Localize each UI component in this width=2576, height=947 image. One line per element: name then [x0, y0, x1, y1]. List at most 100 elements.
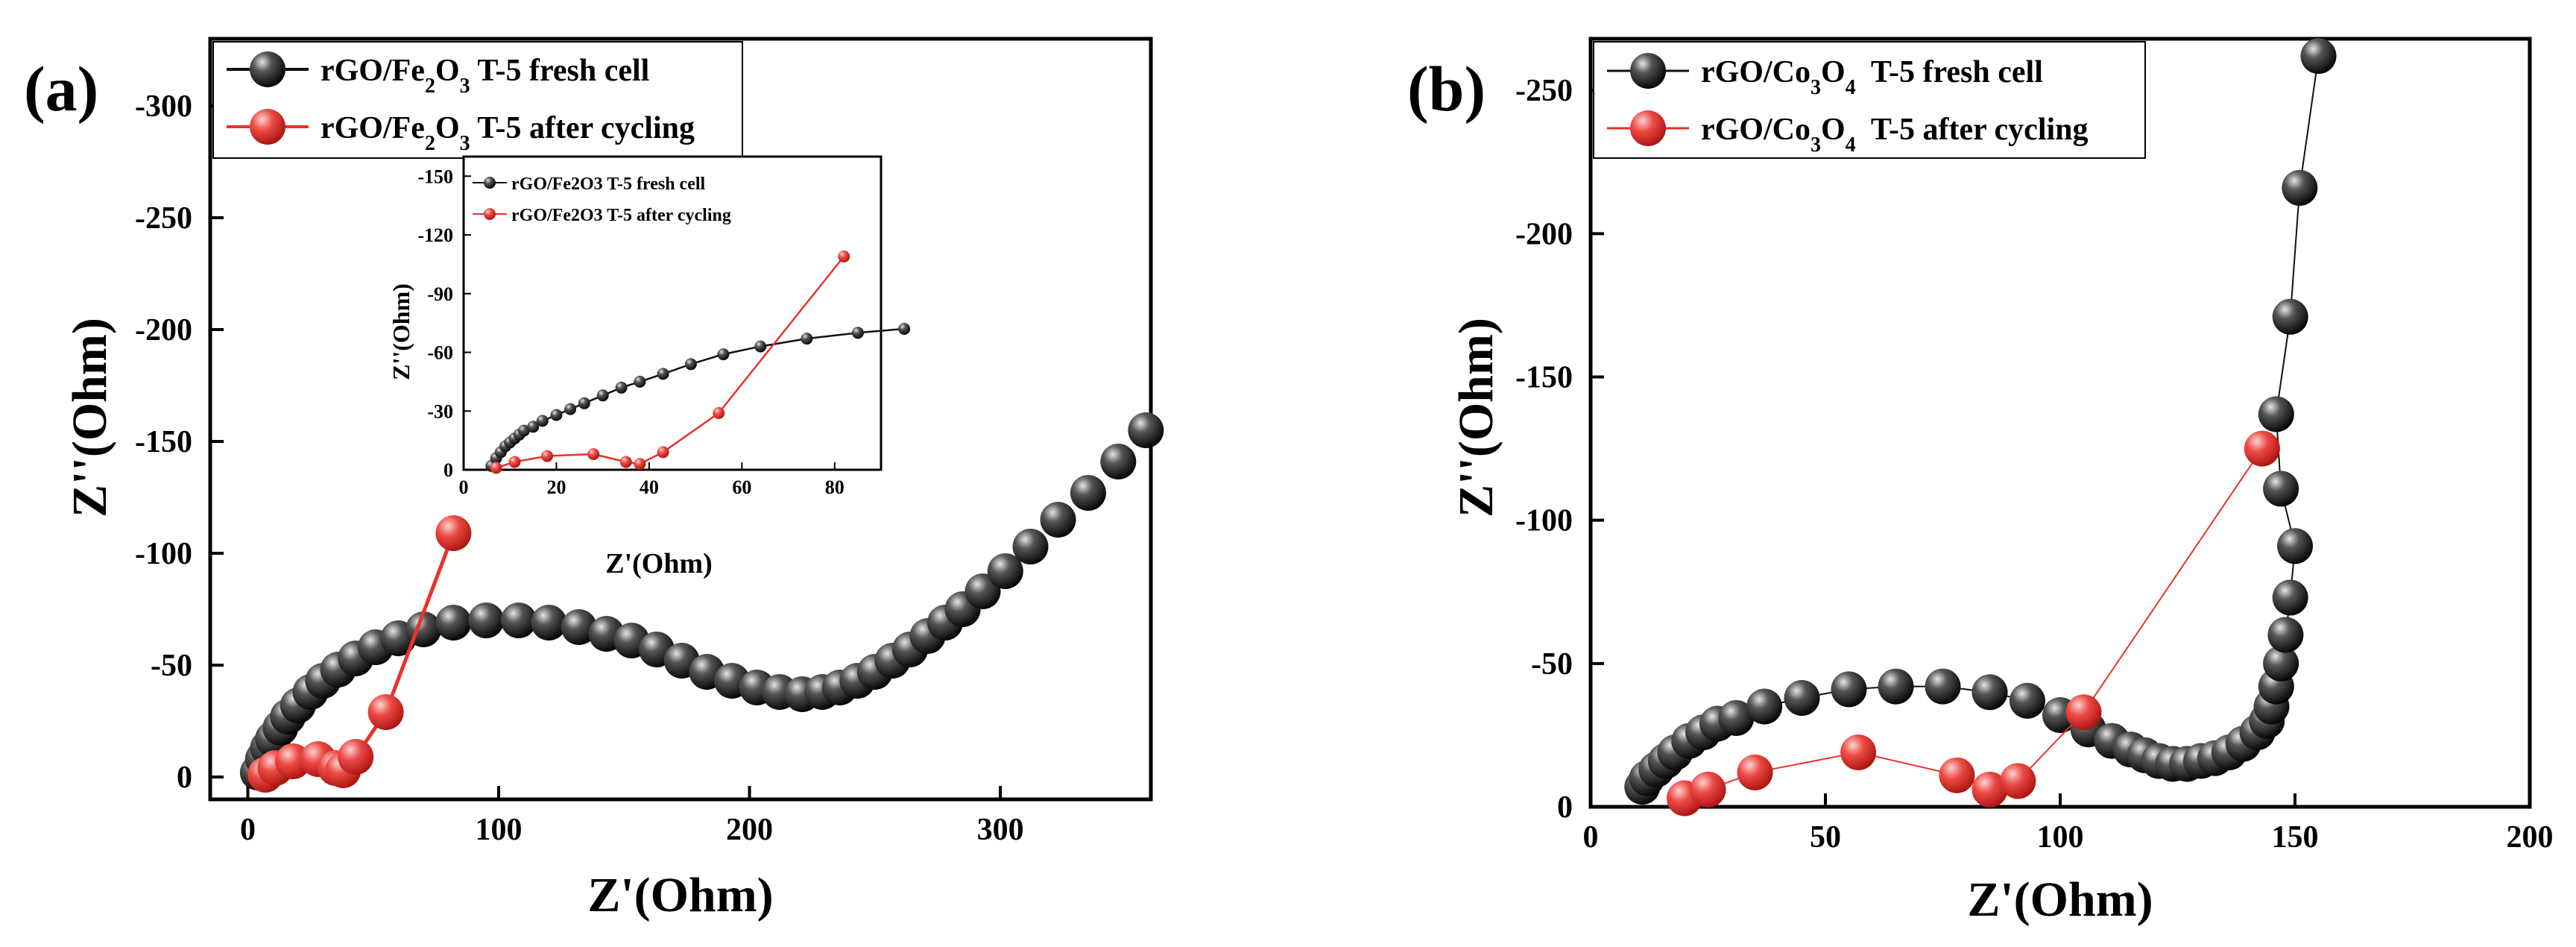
data-point	[468, 603, 505, 638]
data-point	[527, 421, 540, 433]
data-point	[2282, 169, 2318, 206]
data-point	[1840, 734, 1877, 770]
inset-y-axis-title: Z''(Ohm)	[388, 283, 414, 380]
inset-legend-label: rGO/Fe2O3 T-5 after cycling	[511, 206, 731, 225]
data-point	[435, 605, 472, 641]
y-tick-label: -100	[135, 537, 192, 571]
data-point	[1040, 502, 1076, 538]
data-point	[2065, 694, 2102, 731]
inset-x-tick-label: 60	[732, 476, 751, 498]
legend-b: rGO/Co3O4 T-5 fresh cell rGO/Co3O4 T-5 a…	[1593, 41, 2146, 159]
y-tick-label: -50	[151, 649, 192, 683]
x-axis-title-b: Z'(Ohm)	[1967, 872, 2153, 927]
data-point	[619, 456, 632, 468]
x-tick-label: 200	[726, 813, 773, 847]
inset-legend-entry-fresh: rGO/Fe2O3 T-5 fresh cell	[473, 174, 706, 194]
inset-x-axis-title: Z'(Ohm)	[605, 548, 713, 579]
x-tick-labels-a: 0 100 200 300	[240, 813, 1024, 847]
data-point	[1718, 699, 1755, 736]
x-tick-label: 200	[2507, 820, 2554, 855]
plot-frame-b	[1588, 37, 2532, 809]
data-point	[508, 456, 521, 468]
x-tick-label: 100	[476, 813, 523, 847]
data-point	[1972, 674, 2008, 711]
data-point	[851, 327, 864, 339]
data-point	[2258, 396, 2294, 432]
y-tick-label: 0	[1557, 790, 1573, 825]
data-point	[657, 446, 669, 459]
inset-y-tick-label: -90	[427, 283, 453, 305]
chart-panel-a: (a) 0 100 200 300 0 -50 -100 -150 -200 -…	[24, 37, 1164, 922]
x-tick-label: 300	[977, 813, 1024, 847]
y-axis-title-b: Z''(Ohm)	[1449, 318, 1503, 517]
data-point	[541, 450, 553, 462]
y-tick-label: -250	[135, 201, 192, 236]
data-point	[987, 553, 1023, 589]
inset-legend-entry-cycled: rGO/Fe2O3 T-5 after cycling	[473, 206, 731, 225]
legend-label: rGO/Fe2O3 T-5 after cycling	[321, 111, 695, 155]
legend-label: rGO/Co3O4 T-5 fresh cell	[1701, 55, 2043, 99]
legend-marker	[1630, 110, 1666, 146]
inset-x-tick-label: 0	[459, 476, 469, 498]
data-point	[1878, 668, 1914, 705]
inset-y-tick-label: -30	[427, 400, 453, 422]
legend-marker	[250, 109, 285, 145]
data-point	[561, 609, 597, 645]
panel-label-b: (b)	[1407, 53, 1486, 125]
data-point	[536, 415, 549, 427]
data-point	[754, 340, 767, 353]
data-point	[550, 409, 563, 421]
data-point	[684, 358, 697, 371]
inset-x-tick-label: 80	[825, 476, 845, 498]
data-point	[435, 515, 472, 551]
inset-axis-ticks	[463, 175, 836, 471]
y-tick-label: -50	[1531, 647, 1573, 682]
panel-label-a: (a)	[24, 53, 98, 125]
y-tick-label: -200	[135, 313, 192, 347]
y-tick-label: -300	[135, 89, 192, 124]
data-point	[587, 448, 600, 460]
data-point	[490, 462, 502, 474]
y-tick-labels-a: 0 -50 -100 -150 -200 -250 -300	[135, 89, 192, 795]
x-tick-label: 50	[1810, 820, 1841, 855]
data-point	[1784, 680, 1820, 716]
data-point	[1690, 771, 1726, 808]
data-point	[2272, 579, 2308, 616]
y-tick-label: -100	[1515, 504, 1573, 538]
y-axis-title-a: Z''(Ohm)	[63, 318, 117, 517]
y-tick-label: -250	[1515, 74, 1573, 108]
series-group-b	[1624, 38, 2337, 817]
data-point	[898, 323, 911, 335]
legend-entry-cycled: rGO/Co3O4 T-5 after cycling	[1607, 110, 2089, 157]
y-tick-label: -150	[135, 425, 192, 459]
inset-x-tick-label: 20	[546, 476, 566, 498]
data-point	[596, 389, 609, 402]
data-point	[2009, 682, 2045, 719]
data-point	[531, 605, 567, 641]
legend-entry-fresh: rGO/Fe2O3 T-5 fresh cell	[227, 51, 649, 98]
legend-box-a	[212, 41, 743, 159]
data-point	[1746, 688, 1783, 725]
data-point	[634, 458, 646, 471]
data-point	[2277, 528, 2313, 564]
y-tick-labels-b: 0 -50 -100 -150 -200 -250	[1515, 74, 1573, 825]
data-point	[657, 368, 669, 380]
data-point	[717, 348, 730, 361]
legend-label: rGO/Fe2O3 T-5 fresh cell	[321, 54, 649, 98]
series-group-a	[239, 412, 1164, 793]
data-point	[801, 333, 813, 345]
chart-panel-b: (b) 0 50 100 150 200 0 -50 -100 -150 -20…	[1407, 37, 2554, 927]
inset-y-tick-label: -120	[417, 224, 453, 246]
data-point	[2272, 298, 2308, 335]
data-point	[578, 397, 590, 409]
data-point	[1070, 475, 1106, 511]
data-point	[1939, 757, 1975, 793]
inset-legend: rGO/Fe2O3 T-5 fresh cell rGO/Fe2O3 T-5 a…	[473, 174, 731, 225]
y-tick-label: -200	[1515, 217, 1573, 251]
data-point	[2263, 645, 2299, 682]
inset-y-tick-labels: 0 -30 -60 -90 -120 -150	[417, 166, 453, 481]
y-tick-label: 0	[177, 761, 192, 795]
inset-y-tick-label: -60	[427, 342, 453, 364]
data-point	[2263, 471, 2299, 507]
